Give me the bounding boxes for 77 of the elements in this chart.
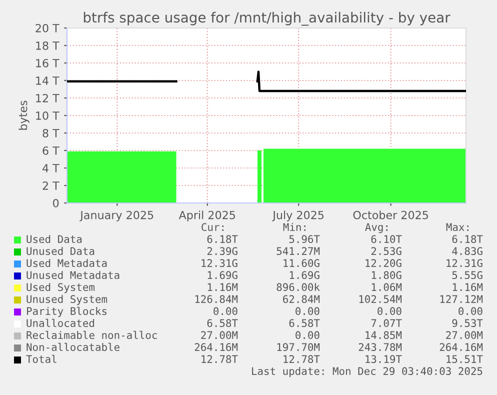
legend-label: Reclaimable non-alloc <box>26 330 157 340</box>
text: 264.16M <box>440 343 483 352</box>
text: 6.58T <box>289 319 320 328</box>
text: 5.96T <box>289 235 320 244</box>
legend-label: Used Metadata <box>26 258 107 268</box>
text: 12.20G <box>366 259 402 268</box>
text: 264.16M <box>194 343 238 352</box>
legend-label: Used System <box>26 282 94 294</box>
y-tick-label: 14 T <box>36 76 60 85</box>
y-tick-label: 10 T <box>36 111 60 120</box>
x-tick-label: July 2025 <box>272 210 324 222</box>
text: 1.16M <box>208 283 238 292</box>
text: 0.00 <box>378 307 402 316</box>
legend-label: Unallocated <box>26 318 94 328</box>
text: 6.18T <box>207 235 238 244</box>
text: 1.06M <box>372 283 402 292</box>
text: 12.78T <box>202 355 238 364</box>
y-axis-title: bytes <box>18 100 30 130</box>
text: 0.00 <box>296 307 320 316</box>
legend-label: Unused System <box>26 294 108 306</box>
text: 7.07T <box>371 319 402 328</box>
text: Avg: <box>365 223 388 234</box>
text: Cur: <box>202 223 224 232</box>
legend-label: Non-allocatable <box>26 342 120 352</box>
x-tick-label: October 2025 <box>353 210 428 220</box>
legend-label: Unused Data <box>26 246 94 256</box>
text: 13.19T <box>366 355 402 364</box>
y-tick-label: 0 <box>53 198 59 208</box>
text: 6.10T <box>371 235 402 244</box>
text: 0.00 <box>296 331 320 340</box>
text: 197.70M <box>277 343 320 352</box>
text: 6.58T <box>207 319 238 328</box>
text: Last update: Mon Dec 29 03:40:03 2025 <box>252 366 482 378</box>
text: 127.12M <box>440 295 483 303</box>
text: 2.39G <box>207 247 238 256</box>
legend-label: Used Data <box>26 234 82 244</box>
text: 4.83G <box>452 247 482 256</box>
text: 5.55G <box>452 271 482 280</box>
text: 1.69G <box>290 271 320 280</box>
text: 12.31G <box>202 259 238 268</box>
x-tick-label: January 2025 <box>80 210 154 222</box>
x-tick-label: April 2025 <box>178 210 235 222</box>
y-tick-label: 16 T <box>36 58 60 68</box>
legend-label: Unused Metadata <box>26 270 120 280</box>
chart-title: btrfs space usage for /mnt/high_availability - by year <box>84 12 450 26</box>
text: 2.53G <box>371 247 402 256</box>
text: 1.69G <box>208 271 238 280</box>
text: 15.51T <box>446 355 483 364</box>
text: 27.00M <box>446 331 483 340</box>
text: 896.00k <box>276 282 320 292</box>
y-tick-label: 4 T <box>42 164 60 172</box>
text: 9.53T <box>452 319 483 328</box>
y-tick-label: 18 T <box>36 41 60 50</box>
text: 0.00 <box>214 307 238 316</box>
text: 12.31G <box>446 259 482 268</box>
text: 1.16M <box>452 283 483 292</box>
y-tick-label: 8 T <box>42 128 60 138</box>
y-tick-label: 2 T <box>42 181 60 190</box>
text: 6.18T <box>452 235 483 244</box>
text: 243.78M <box>358 343 402 352</box>
legend-label: Parity Blocks <box>27 306 106 318</box>
y-tick-label: 12 T <box>36 94 60 102</box>
text: 102.54M <box>359 295 402 304</box>
text: Min: <box>283 222 306 231</box>
text: 27.00M <box>201 331 238 340</box>
text: 0.00 <box>458 307 482 316</box>
text: 11.60G <box>284 259 320 268</box>
text: 12.78T <box>284 355 320 364</box>
text: 62.84M <box>283 295 320 304</box>
text: 14.85M <box>366 331 402 340</box>
text: 126.84M <box>195 295 238 304</box>
text: 1.80G <box>372 271 402 280</box>
y-tick-label: 20 T <box>36 24 60 32</box>
legend-label: Total <box>26 354 56 364</box>
y-tick-label: 6 T <box>42 146 60 155</box>
text: Max: <box>446 223 468 232</box>
text: 541.27M <box>276 247 320 256</box>
